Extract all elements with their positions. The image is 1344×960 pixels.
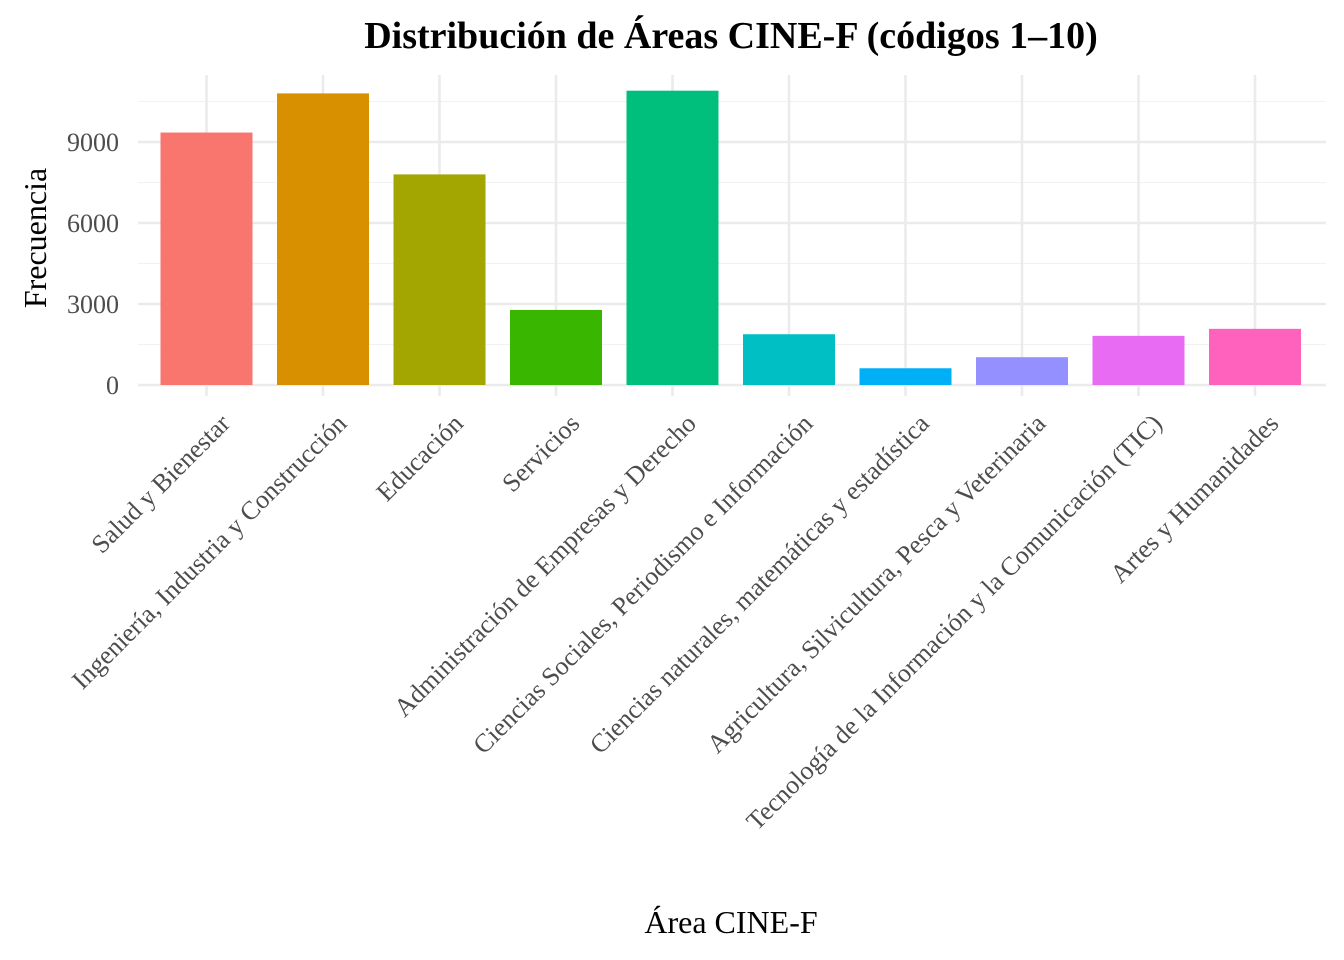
y-tick-labels: 0 3000 6000 9000 [67,128,119,400]
bar [859,368,952,385]
x-tick-label: Educación [371,409,469,507]
chart-title: Distribución de Áreas CINE-F (códigos 1–… [364,15,1098,57]
y-tick-label: 9000 [67,128,119,157]
bars [160,90,1301,386]
bar [976,357,1068,385]
x-tick-label: Tecnología de la Información y la Comuni… [741,409,1168,836]
bar [510,309,602,385]
bar [1092,335,1185,385]
y-tick-label: 0 [106,371,119,400]
bar [626,90,719,385]
bar [160,132,253,385]
bar [277,93,369,386]
bar [1209,328,1301,385]
x-axis-label: Área CINE-F [644,904,817,940]
bar [743,334,835,385]
y-tick-label: 3000 [67,290,119,319]
y-tick-label: 6000 [67,209,119,238]
x-tick-label: Servicios [496,409,585,498]
y-axis-label: Frecuencia [17,168,53,308]
bar [393,174,486,385]
